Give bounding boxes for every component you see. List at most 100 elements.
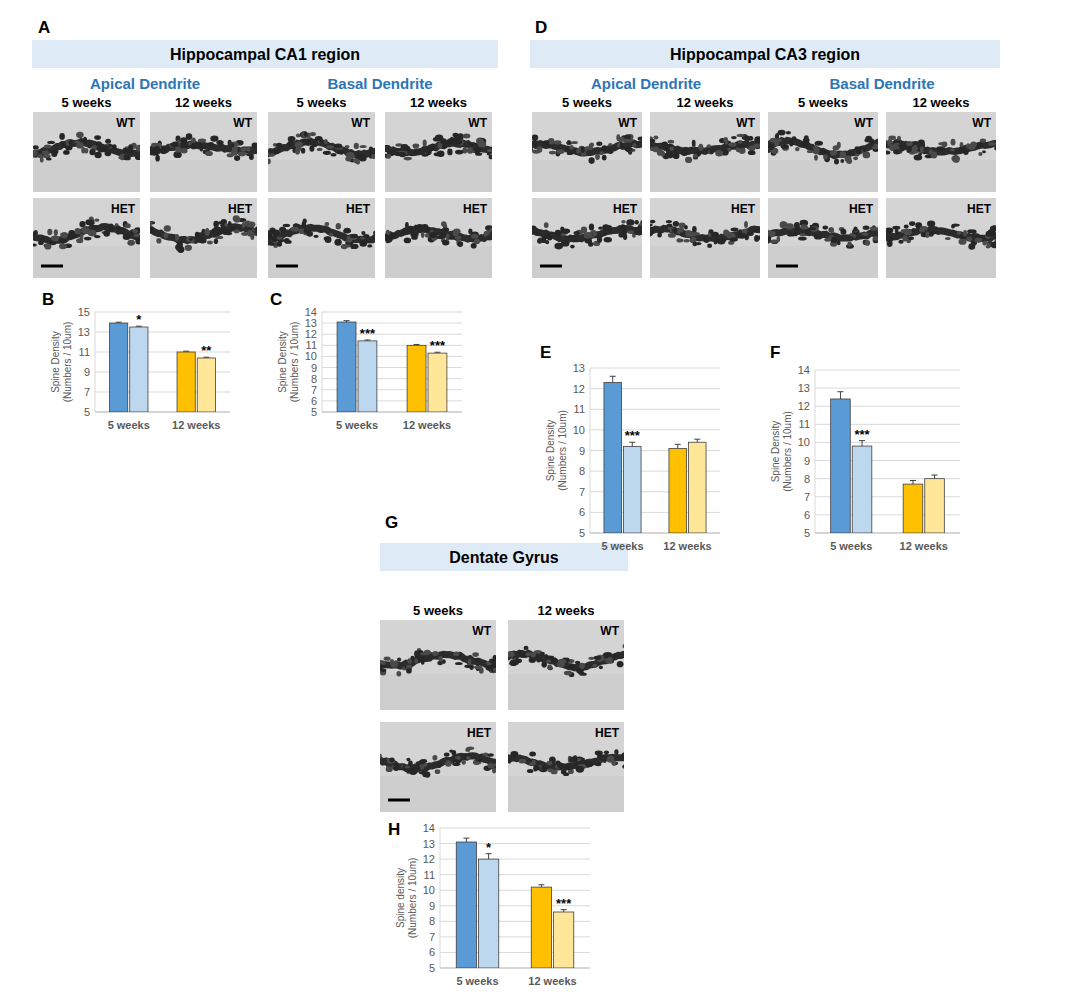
- y-tick-label: 11: [799, 418, 810, 430]
- spine: [47, 229, 52, 236]
- spine: [572, 239, 581, 242]
- spine: [268, 150, 275, 154]
- micrograph-shade: [650, 160, 760, 192]
- spine: [535, 766, 541, 770]
- spine: [554, 140, 562, 144]
- spine: [326, 145, 334, 148]
- micrograph: [650, 198, 760, 278]
- spine: [748, 151, 756, 156]
- y-axis: [590, 368, 591, 533]
- spine: [465, 748, 470, 752]
- row-label: WT: [972, 116, 991, 130]
- spine: [413, 144, 420, 148]
- micrograph-shade: [768, 246, 878, 278]
- spine: [798, 236, 807, 240]
- x-tick-label: 12 weeks: [172, 419, 220, 431]
- spine: [471, 234, 478, 239]
- spine: [598, 227, 603, 230]
- spine: [300, 132, 308, 138]
- spine: [551, 770, 558, 775]
- spine: [134, 233, 140, 237]
- spine: [524, 646, 529, 650]
- spine: [519, 759, 527, 764]
- spine: [945, 237, 951, 240]
- spine: [206, 151, 213, 156]
- spine: [410, 232, 418, 237]
- spine: [175, 234, 179, 241]
- spine: [224, 223, 228, 227]
- spine: [815, 147, 820, 151]
- spine: [579, 663, 585, 669]
- y-tick-label: 13: [305, 317, 317, 329]
- spine: [196, 232, 204, 236]
- spine: [685, 157, 692, 163]
- micrograph-shade: [385, 246, 492, 278]
- spine: [994, 146, 996, 150]
- column-label: 5 weeks: [297, 95, 347, 110]
- spine: [738, 233, 746, 239]
- spine: [650, 139, 655, 143]
- spine: [487, 753, 494, 757]
- group-title: Basal Dendrite: [829, 75, 934, 92]
- error-bar: [183, 351, 189, 353]
- spine: [944, 142, 948, 148]
- bars: [337, 321, 447, 412]
- spine: [476, 759, 483, 762]
- spine: [63, 150, 70, 155]
- spine: [715, 150, 723, 157]
- spine: [154, 146, 160, 152]
- spine: [469, 143, 474, 146]
- spine: [94, 235, 100, 238]
- error-bar: [610, 376, 616, 382]
- micrograph: [508, 620, 624, 710]
- spine: [385, 234, 388, 237]
- spine: [88, 230, 96, 237]
- row-label: HET: [595, 726, 620, 740]
- spine: [988, 142, 996, 146]
- spine: [51, 235, 59, 241]
- spine: [967, 229, 975, 233]
- spine: [508, 758, 511, 763]
- spine: [394, 152, 400, 156]
- spine: [823, 154, 828, 159]
- row-label: WT: [116, 116, 135, 130]
- column-label: 5 weeks: [62, 95, 112, 110]
- y-tick-label: 9: [84, 366, 90, 378]
- spine: [989, 142, 995, 145]
- group-title: Basal Dendrite: [327, 75, 432, 92]
- spine: [397, 657, 401, 661]
- micrograph-bg: [650, 112, 760, 192]
- spine: [820, 150, 826, 153]
- spine: [472, 652, 479, 657]
- spine: [638, 137, 642, 141]
- spine: [707, 244, 712, 248]
- y-tick-label: 7: [804, 491, 810, 503]
- spine: [547, 761, 553, 765]
- spine: [605, 225, 612, 228]
- spine: [617, 142, 621, 148]
- spine: [420, 226, 429, 231]
- spine: [575, 661, 581, 665]
- spine: [604, 652, 612, 656]
- spine: [268, 158, 271, 164]
- spine: [163, 233, 168, 239]
- spine: [569, 235, 577, 238]
- spine: [44, 144, 52, 148]
- spine: [602, 145, 608, 151]
- spine: [814, 234, 822, 239]
- spine: [249, 154, 254, 160]
- spine: [887, 240, 893, 247]
- y-axis-label-line: (Numbers / 10um): [557, 410, 568, 491]
- y-tick-label: 10: [798, 436, 810, 448]
- spine: [41, 237, 45, 242]
- spine: [912, 228, 916, 232]
- spine: [492, 767, 496, 773]
- spine: [906, 141, 912, 146]
- spine: [331, 153, 337, 157]
- spine: [855, 147, 861, 154]
- spine: [405, 765, 410, 768]
- spine: [608, 143, 612, 146]
- spine: [801, 225, 807, 231]
- spine: [490, 231, 492, 236]
- row-label: WT: [233, 116, 252, 130]
